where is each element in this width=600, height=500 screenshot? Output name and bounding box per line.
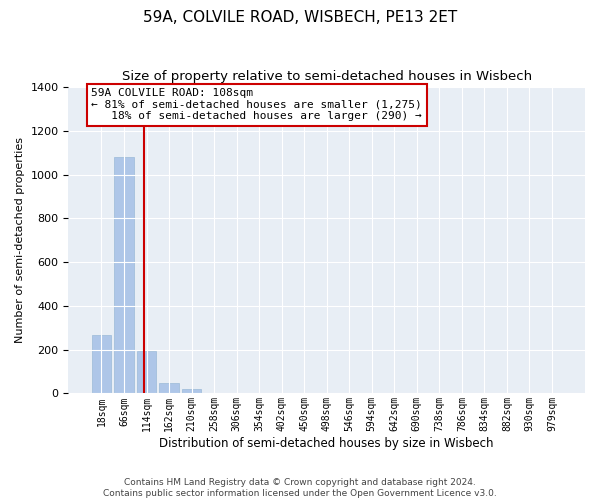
Text: Contains HM Land Registry data © Crown copyright and database right 2024.
Contai: Contains HM Land Registry data © Crown c… [103, 478, 497, 498]
X-axis label: Distribution of semi-detached houses by size in Wisbech: Distribution of semi-detached houses by … [160, 437, 494, 450]
Text: 59A COLVILE ROAD: 108sqm
← 81% of semi-detached houses are smaller (1,275)
   18: 59A COLVILE ROAD: 108sqm ← 81% of semi-d… [91, 88, 422, 121]
Bar [160, 383, 179, 394]
Text: 59A, COLVILE ROAD, WISBECH, PE13 2ET: 59A, COLVILE ROAD, WISBECH, PE13 2ET [143, 10, 457, 25]
Title: Size of property relative to semi-detached houses in Wisbech: Size of property relative to semi-detach… [122, 70, 532, 83]
Bar [182, 390, 201, 394]
Bar [137, 350, 156, 394]
Y-axis label: Number of semi-detached properties: Number of semi-detached properties [15, 137, 25, 343]
Bar [92, 336, 111, 394]
Bar [115, 157, 134, 394]
